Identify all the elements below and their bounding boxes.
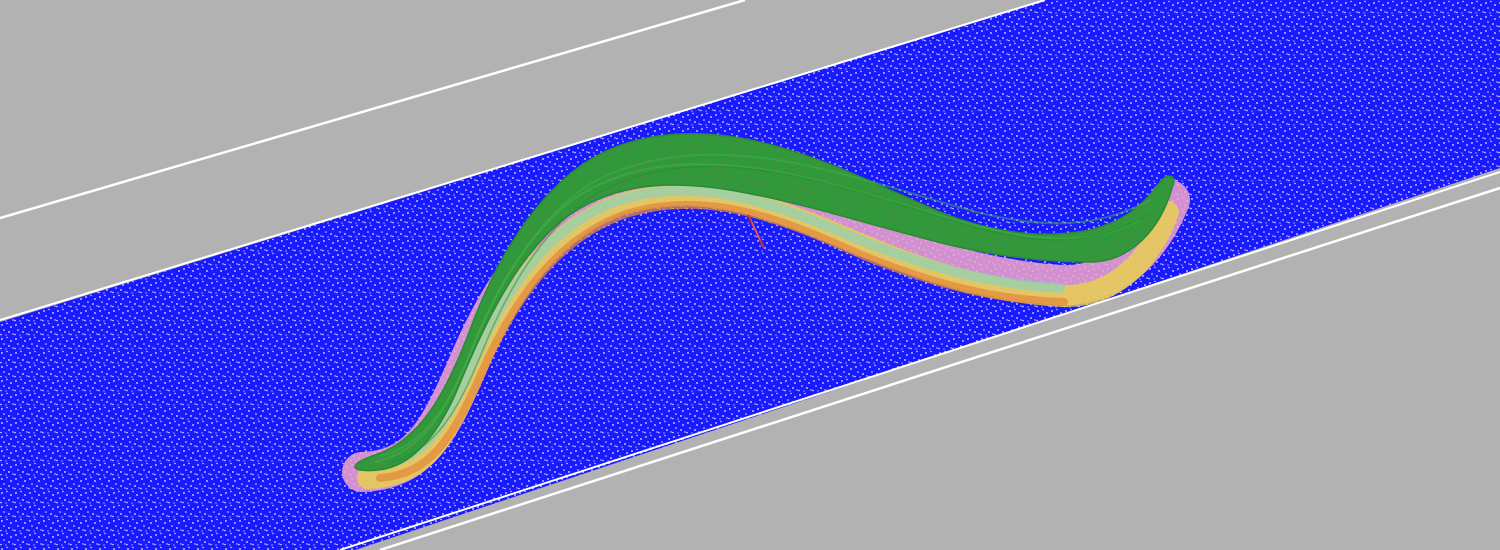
worm-stripe-orange: [376, 200, 1068, 482]
worm-main-body: [354, 133, 1175, 472]
worm-center-marker-secondary: [751, 221, 761, 241]
worm-body: [342, 133, 1190, 492]
worm-striation: [379, 153, 1151, 457]
lower-outer-boundary-line: [379, 186, 1500, 550]
worm-striation: [391, 165, 1149, 463]
upper-channel-wall-line: [0, 0, 1046, 321]
lower-channel-wall-line: [339, 171, 1500, 550]
upper-outer-boundary-line: [0, 0, 746, 220]
worm-stripe-cyan: [367, 185, 1065, 471]
